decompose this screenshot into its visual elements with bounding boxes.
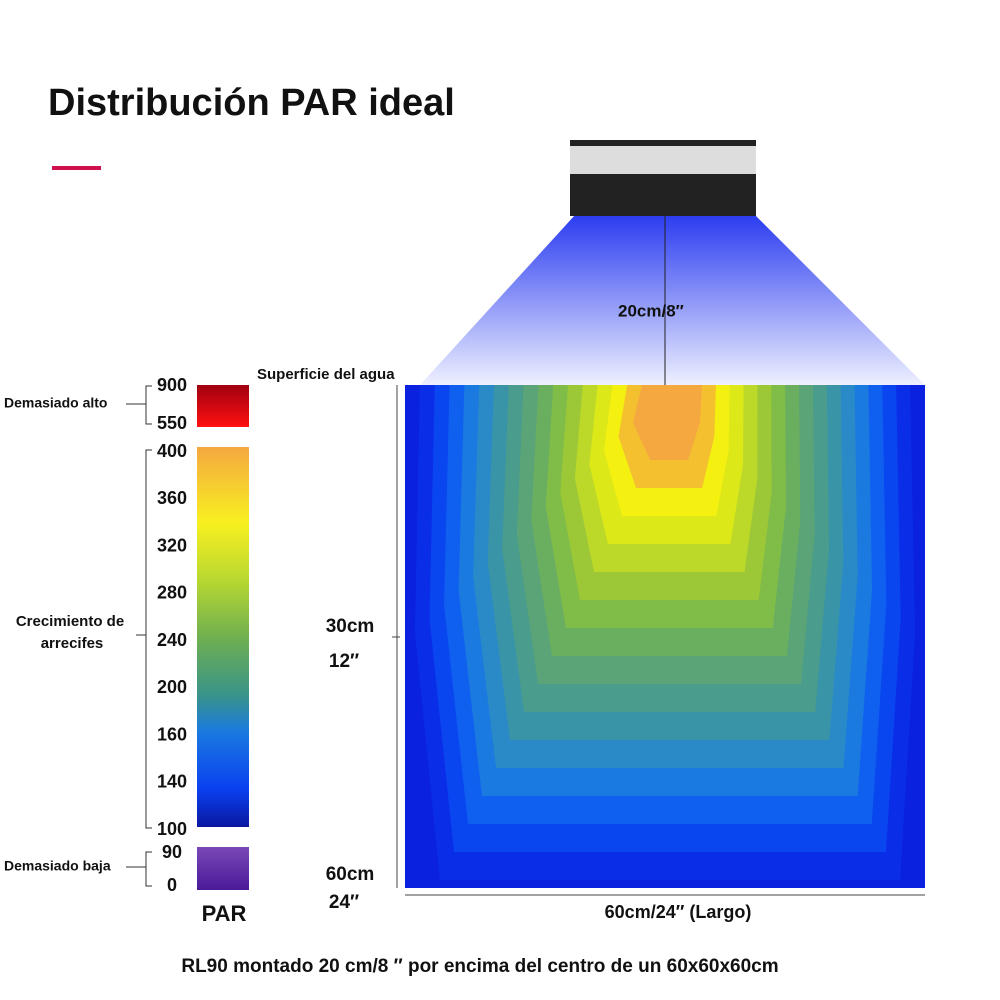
scale-title: PAR — [202, 901, 247, 926]
scale-tick-label: 360 — [157, 488, 187, 508]
bracket — [126, 385, 152, 425]
scale-label: Demasiado baja — [4, 858, 111, 874]
scale-tick-label: 400 — [157, 441, 187, 461]
scale-tick-label: 280 — [157, 583, 187, 603]
title: Distribución PAR ideal — [48, 82, 455, 124]
light-cone — [420, 215, 925, 385]
scale-high — [197, 385, 249, 427]
depth-label: 24″ — [329, 892, 359, 913]
heat-layer — [633, 385, 702, 460]
depth-label: 30cm — [326, 616, 375, 637]
scale-tick-label: 200 — [157, 677, 187, 697]
bracket — [136, 449, 152, 829]
scale-low — [197, 847, 249, 890]
lamp-top — [570, 146, 756, 174]
distance-label: 20cm/8″ — [618, 301, 684, 320]
accent-line — [52, 166, 101, 170]
surface-label: Superficie del agua — [257, 366, 395, 383]
scale-tick-label: 550 — [157, 413, 187, 433]
scale-tick-label: 320 — [157, 535, 187, 555]
depth-label: 12″ — [329, 651, 359, 672]
scale-label: Crecimiento de — [16, 613, 124, 630]
scale-tick-label: 900 — [157, 375, 187, 395]
scale-tick-label: 90 — [162, 842, 182, 862]
scale-tick-label: 0 — [167, 875, 177, 895]
bracket — [126, 851, 152, 887]
heatmap — [405, 385, 925, 888]
scale-tick-label: 240 — [157, 630, 187, 650]
length-label: 60cm/24″ (Largo) — [605, 902, 752, 922]
scale-label: arrecifes — [41, 635, 104, 652]
caption: RL90 montado 20 cm/8 ″ por encima del ce… — [181, 956, 778, 977]
depth-label: 60cm — [326, 864, 375, 885]
scale-tick-label: 100 — [157, 819, 187, 839]
scale-growth — [197, 447, 249, 827]
scale-label: Demasiado alto — [4, 395, 107, 411]
scale-tick-label: 140 — [157, 772, 187, 792]
scale-tick-label: 160 — [157, 724, 187, 744]
